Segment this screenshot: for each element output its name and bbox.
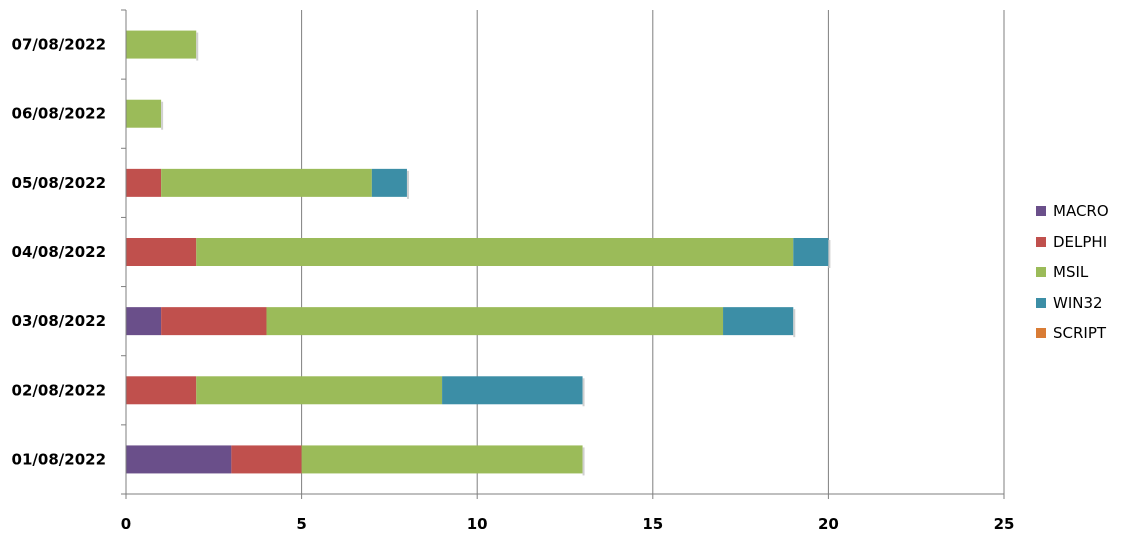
legend: MACRO DELPHI MSIL WIN32 SCRIPT xyxy=(1036,196,1109,349)
x-tick-label: 20 xyxy=(818,515,839,533)
bar-shadow xyxy=(582,447,585,476)
legend-swatch xyxy=(1036,267,1046,278)
x-tick-label: 25 xyxy=(994,515,1015,533)
x-tick-label: 10 xyxy=(467,515,488,533)
x-tick-label: 5 xyxy=(296,515,306,533)
category-label: 06/08/2022 xyxy=(12,105,106,123)
bar-msil-06/08/2022 xyxy=(126,99,162,128)
bar-win32-04/08/2022 xyxy=(793,238,829,266)
bar-win32-05/08/2022 xyxy=(371,168,407,197)
bar-delphi-04/08/2022 xyxy=(126,238,197,266)
bar-delphi-01/08/2022 xyxy=(231,445,302,474)
bar-macro-01/08/2022 xyxy=(126,445,232,474)
category-label: 07/08/2022 xyxy=(12,36,106,54)
legend-swatch xyxy=(1036,236,1046,247)
x-axis-labels: 0 5 10 15 20 25 xyxy=(121,515,1015,533)
bar-win32-03/08/2022 xyxy=(723,307,794,336)
legend-label: MACRO xyxy=(1053,202,1109,221)
category-label: 01/08/2022 xyxy=(12,450,106,468)
legend-label: DELPHI xyxy=(1053,232,1108,251)
bar-msil-04/08/2022 xyxy=(196,238,794,266)
legend-swatch xyxy=(1036,206,1046,217)
bar-series xyxy=(126,30,831,476)
legend-item-script: SCRIPT xyxy=(1036,318,1109,349)
bar-shadow xyxy=(196,32,199,61)
x-tick-label: 15 xyxy=(642,515,663,533)
y-axis-labels: 01/08/2022 02/08/2022 03/08/2022 04/08/2022… xyxy=(12,36,106,469)
bar-shadow xyxy=(582,378,585,407)
bar-macro-03/08/2022 xyxy=(126,307,162,336)
legend-item-msil: MSIL xyxy=(1036,257,1109,288)
bar-msil-07/08/2022 xyxy=(126,30,197,59)
bar-shadow xyxy=(161,101,164,130)
category-label: 04/08/2022 xyxy=(12,243,106,261)
legend-swatch xyxy=(1036,328,1046,339)
bar-msil-01/08/2022 xyxy=(301,445,583,474)
legend-item-macro: MACRO xyxy=(1036,196,1109,227)
bar-msil-02/08/2022 xyxy=(196,376,443,405)
category-label: 03/08/2022 xyxy=(12,312,106,330)
legend-item-win32: WIN32 xyxy=(1036,288,1109,319)
legend-label: SCRIPT xyxy=(1053,324,1107,343)
bar-delphi-03/08/2022 xyxy=(161,307,267,336)
category-label: 02/08/2022 xyxy=(12,381,106,399)
axes xyxy=(121,9,1005,499)
category-label: 05/08/2022 xyxy=(12,174,106,192)
bar-shadow xyxy=(406,170,409,199)
bar-shadow xyxy=(793,309,796,338)
legend-label: MSIL xyxy=(1053,263,1089,282)
bar-msil-05/08/2022 xyxy=(161,168,372,197)
bar-shadow xyxy=(828,240,831,268)
legend-swatch xyxy=(1036,297,1046,308)
x-tick-label: 0 xyxy=(121,515,131,533)
legend-label: WIN32 xyxy=(1053,293,1103,312)
legend-item-delphi: DELPHI xyxy=(1036,227,1109,258)
bar-delphi-02/08/2022 xyxy=(126,376,197,405)
bar-delphi-05/08/2022 xyxy=(126,168,162,197)
bar-win32-02/08/2022 xyxy=(442,376,583,405)
bar-msil-03/08/2022 xyxy=(266,307,724,336)
